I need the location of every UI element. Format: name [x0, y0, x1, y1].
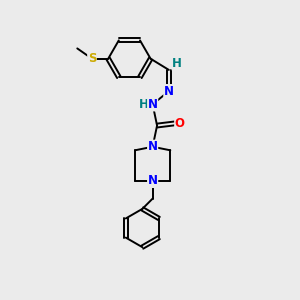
- Text: O: O: [175, 117, 185, 130]
- Text: N: N: [148, 140, 158, 153]
- Text: N: N: [148, 174, 158, 188]
- Text: H: H: [139, 98, 149, 111]
- Text: H: H: [172, 57, 182, 70]
- Text: N: N: [164, 85, 174, 98]
- Text: N: N: [148, 98, 158, 111]
- Text: S: S: [88, 52, 96, 65]
